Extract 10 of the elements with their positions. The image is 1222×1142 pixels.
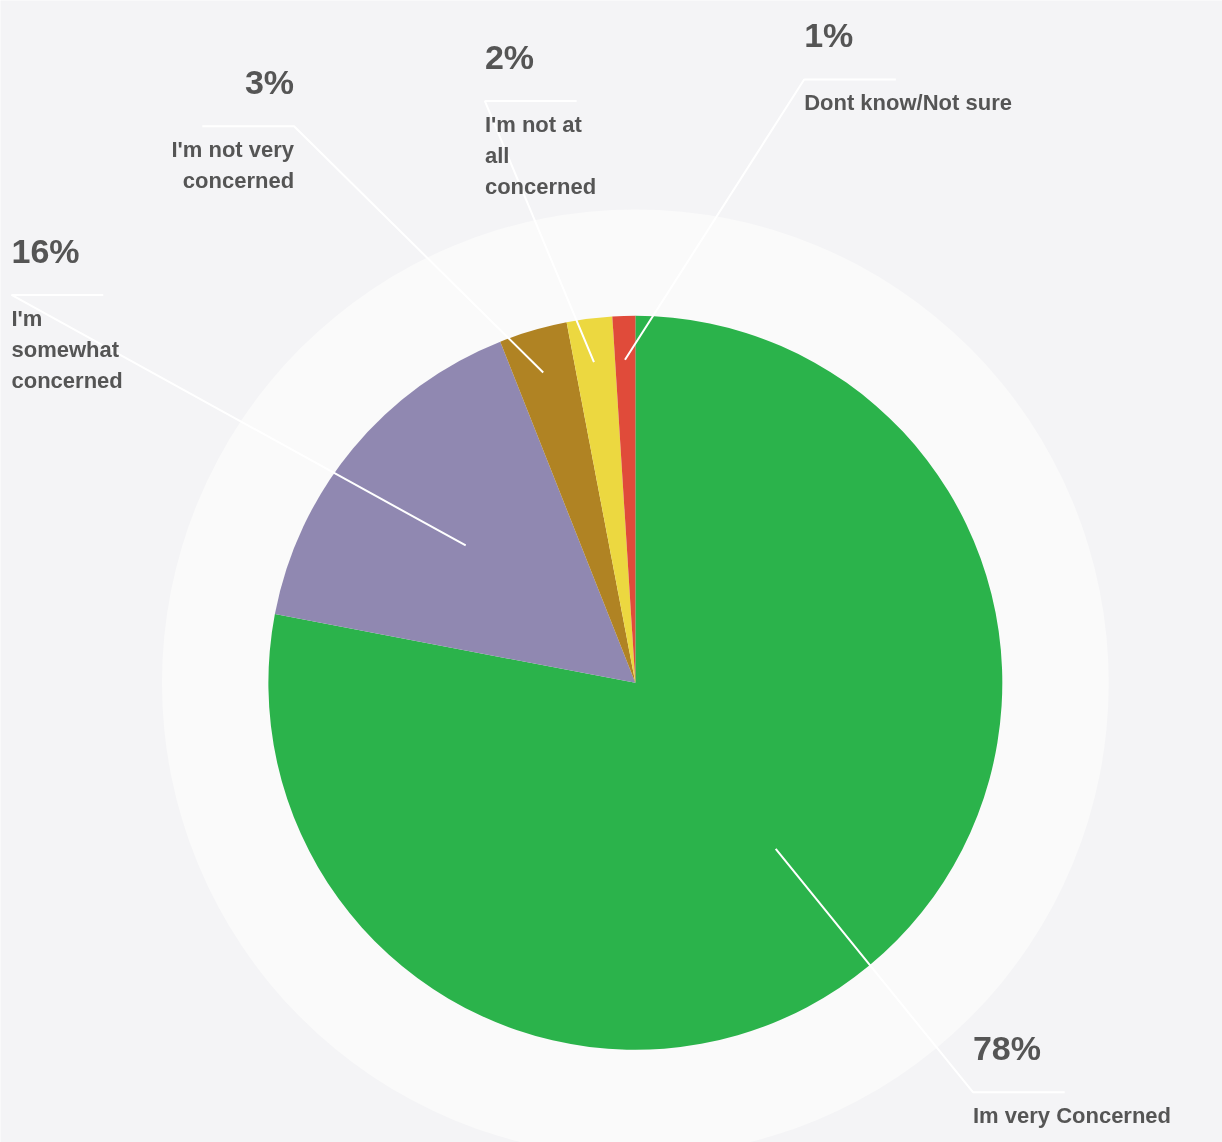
data-label: 78% bbox=[972, 1029, 1042, 1068]
slice-label: Dont know/Not sure bbox=[804, 90, 1012, 116]
data-label: 2% bbox=[484, 37, 535, 76]
slice-label: I'm not very concerned bbox=[171, 136, 295, 194]
data-label: 16% bbox=[11, 231, 80, 270]
data-label: 1% bbox=[804, 16, 854, 55]
slice-label: I'm not at all concerned bbox=[484, 111, 597, 200]
data-label: 3% bbox=[244, 63, 295, 102]
slice-label: I'm somewhat concerned bbox=[11, 305, 123, 394]
slice-label: Im very Concerned bbox=[972, 1103, 1172, 1128]
